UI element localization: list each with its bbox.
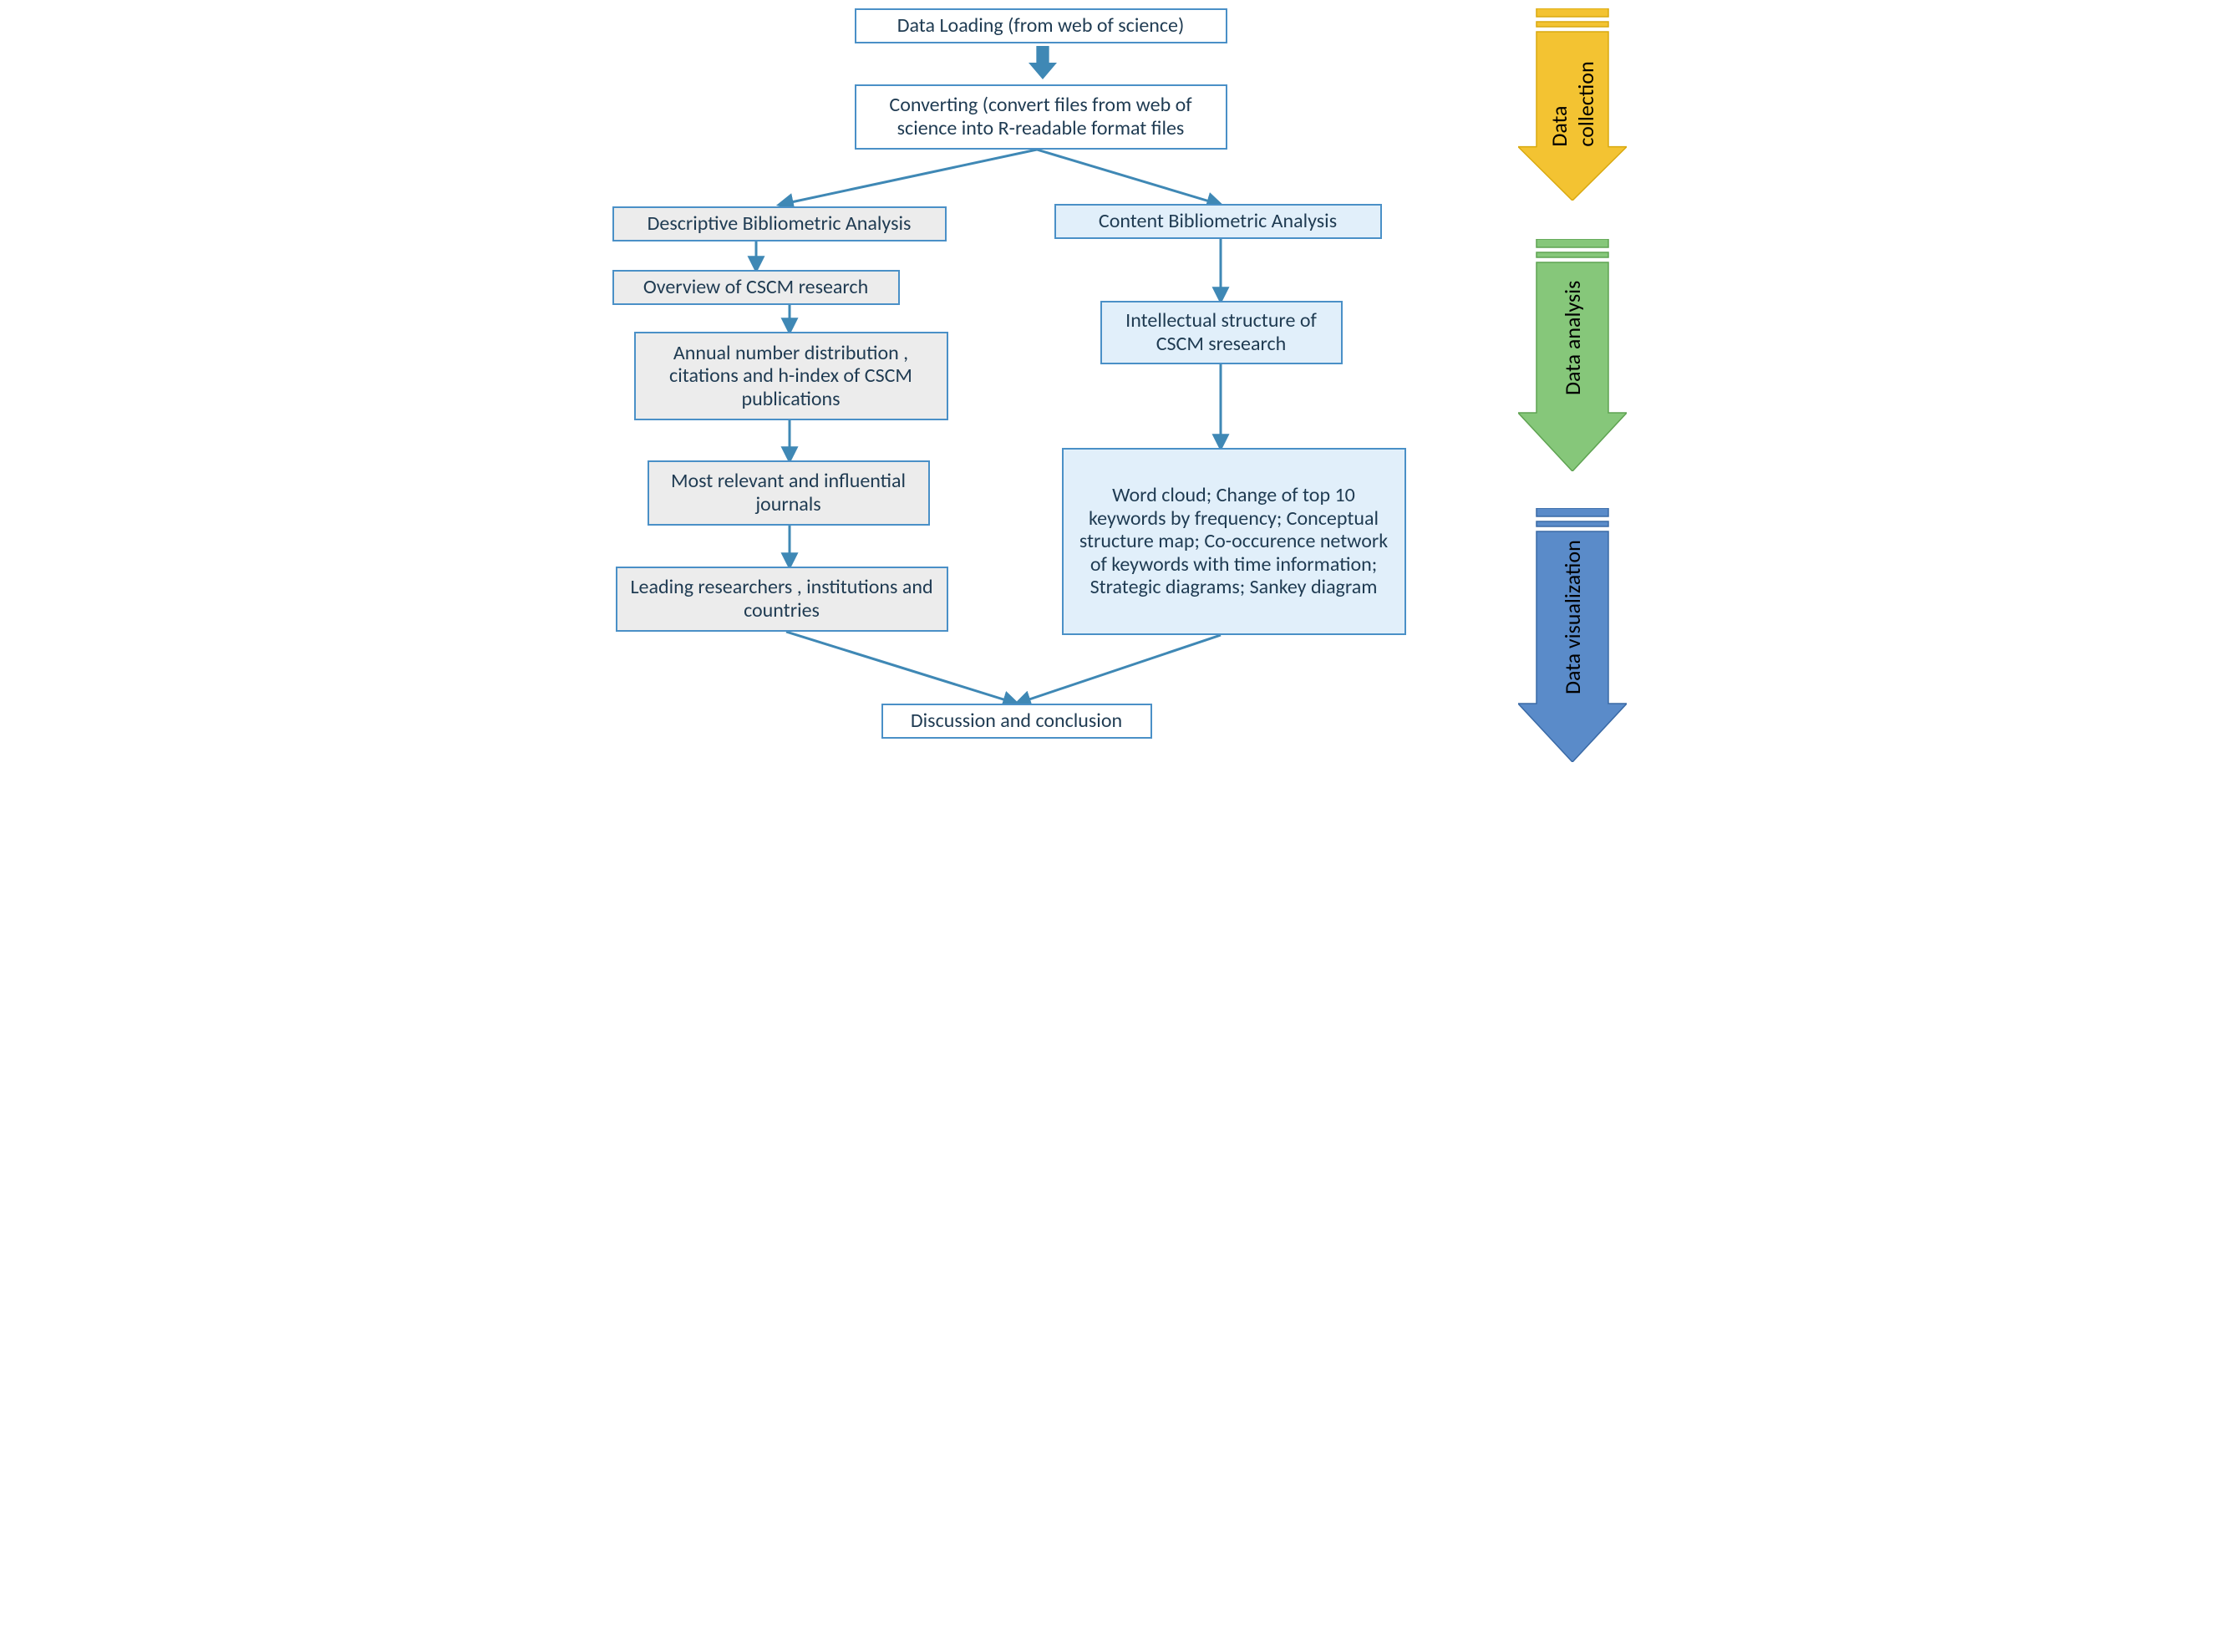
node-n1: Data Loading (from web of science) <box>855 8 1227 43</box>
node-n7: Most relevant and influential journals <box>648 460 930 526</box>
node-n8-label: Leading researchers , institutions and c… <box>626 576 938 622</box>
phase-label-0: Data collection <box>1518 32 1627 147</box>
flowchart-stage: Data Loading (from web of science) Conver… <box>602 0 1638 764</box>
node-n3: Descriptive Bibliometric Analysis <box>612 206 947 241</box>
node-n6-label: Annual number distribution , citations a… <box>644 342 938 411</box>
node-n5: Overview of CSCM research <box>612 270 900 305</box>
node-n7-label: Most relevant and influential journals <box>658 470 920 516</box>
node-n1-label: Data Loading (from web of science) <box>897 14 1185 38</box>
phase-arrow-0: Data collection <box>1518 8 1627 201</box>
node-n6: Annual number distribution , citations a… <box>634 332 948 420</box>
node-n8: Leading researchers , institutions and c… <box>616 567 948 632</box>
node-n9-label: Intellectual structure of CSCM sresearch <box>1110 309 1333 355</box>
node-n11-label: Discussion and conclusion <box>911 709 1122 733</box>
node-n11: Discussion and conclusion <box>881 704 1152 739</box>
node-n4-label: Content Bibliometric Analysis <box>1099 210 1337 233</box>
node-n3-label: Descriptive Bibliometric Analysis <box>648 212 912 236</box>
node-n10-label: Word cloud; Change of top 10 keywords by… <box>1072 484 1396 599</box>
phase-label-2: Data visualization <box>1518 531 1627 704</box>
node-n4: Content Bibliometric Analysis <box>1054 204 1382 239</box>
node-n5-label: Overview of CSCM research <box>643 276 868 299</box>
node-n2: Converting (convert files from web of sc… <box>855 84 1227 150</box>
node-n2-label: Converting (convert files from web of sc… <box>865 94 1217 140</box>
node-n9: Intellectual structure of CSCM sresearch <box>1100 301 1343 364</box>
node-n10: Word cloud; Change of top 10 keywords by… <box>1062 448 1406 635</box>
phase-arrow-1: Data analysis <box>1518 239 1627 471</box>
phase-arrow-2: Data visualization <box>1518 508 1627 762</box>
phase-label-1: Data analysis <box>1518 262 1627 413</box>
